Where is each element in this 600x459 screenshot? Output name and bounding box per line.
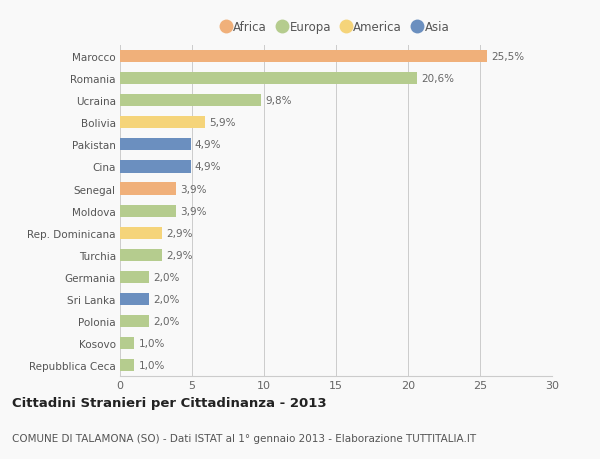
Bar <box>120 73 416 85</box>
Bar <box>120 161 191 173</box>
Bar <box>120 51 487 63</box>
Text: 3,9%: 3,9% <box>181 206 207 216</box>
Bar <box>120 139 191 151</box>
Text: Cittadini Stranieri per Cittadinanza - 2013: Cittadini Stranieri per Cittadinanza - 2… <box>12 396 326 409</box>
Bar <box>120 95 261 107</box>
Text: 2,0%: 2,0% <box>153 272 179 282</box>
Text: 4,9%: 4,9% <box>195 140 221 150</box>
Bar <box>120 227 162 239</box>
Text: 3,9%: 3,9% <box>181 184 207 194</box>
Text: 2,0%: 2,0% <box>153 316 179 326</box>
Text: 25,5%: 25,5% <box>491 52 524 62</box>
Legend: Africa, Europa, America, Asia: Africa, Europa, America, Asia <box>220 19 452 37</box>
Bar <box>120 249 162 261</box>
Text: 2,9%: 2,9% <box>166 228 193 238</box>
Bar <box>120 271 149 283</box>
Text: COMUNE DI TALAMONA (SO) - Dati ISTAT al 1° gennaio 2013 - Elaborazione TUTTITALI: COMUNE DI TALAMONA (SO) - Dati ISTAT al … <box>12 433 476 442</box>
Text: 1,0%: 1,0% <box>139 338 165 348</box>
Text: 20,6%: 20,6% <box>421 74 454 84</box>
Bar <box>120 183 176 195</box>
Text: 1,0%: 1,0% <box>139 360 165 370</box>
Bar <box>120 337 134 349</box>
Text: 9,8%: 9,8% <box>265 96 292 106</box>
Bar <box>120 293 149 305</box>
Bar <box>120 205 176 217</box>
Bar <box>120 359 134 371</box>
Bar <box>120 117 205 129</box>
Text: 2,0%: 2,0% <box>153 294 179 304</box>
Text: 4,9%: 4,9% <box>195 162 221 172</box>
Bar <box>120 315 149 327</box>
Text: 2,9%: 2,9% <box>166 250 193 260</box>
Text: 5,9%: 5,9% <box>209 118 236 128</box>
